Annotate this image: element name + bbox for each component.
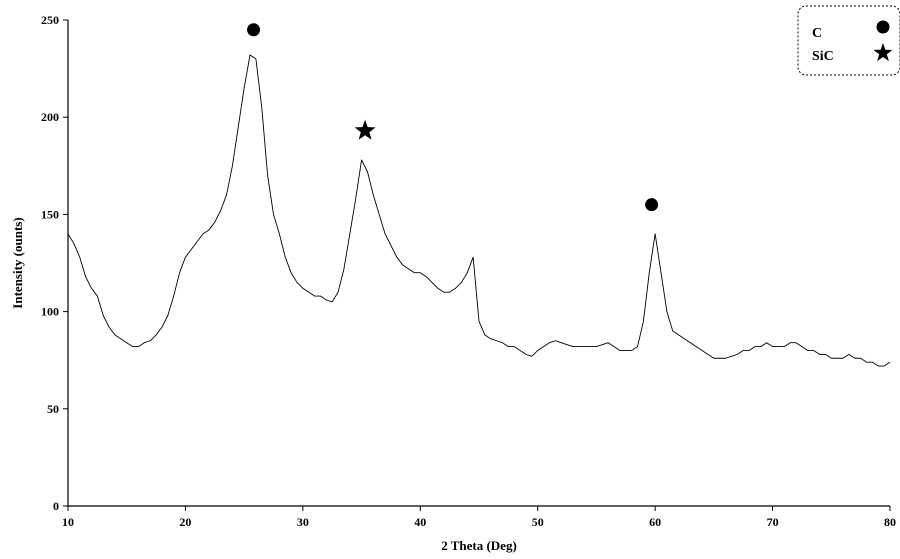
y-tick-label: 150 <box>41 207 59 221</box>
peak-c-circle-icon <box>645 198 659 212</box>
x-ticks: 10 20 30 40 50 60 70 80 <box>62 506 896 529</box>
xrd-pattern-line <box>67 54 891 367</box>
legend-label-c: C <box>812 26 822 41</box>
x-tick-label: 80 <box>884 515 896 529</box>
x-tick-label: 20 <box>179 515 191 529</box>
peak-markers <box>247 23 659 212</box>
x-tick-label: 70 <box>767 515 779 529</box>
legend: C SiC <box>797 5 900 76</box>
legend-label-sic: SiC <box>812 49 834 64</box>
x-axis-title: 2 Theta (Deg) <box>441 538 517 553</box>
legend-box <box>797 5 900 76</box>
x-tick-label: 10 <box>62 515 74 529</box>
y-axis-title: Intensity (ounts) <box>10 217 25 308</box>
x-tick-label: 60 <box>649 515 661 529</box>
legend-circle-icon <box>876 20 890 34</box>
y-tick-label: 0 <box>53 499 59 513</box>
peak-c-circle-icon <box>247 23 261 37</box>
y-ticks: 0 50 100 150 200 250 <box>41 13 68 513</box>
axes <box>67 20 890 507</box>
x-tick-label: 30 <box>297 515 309 529</box>
legend-star-icon <box>873 43 893 62</box>
y-tick-label: 250 <box>41 13 59 27</box>
y-tick-label: 100 <box>41 305 59 319</box>
series-layer <box>67 54 891 367</box>
x-tick-label: 50 <box>532 515 544 529</box>
x-tick-label: 40 <box>414 515 426 529</box>
y-tick-label: 200 <box>41 110 59 124</box>
y-tick-label: 50 <box>47 402 59 416</box>
peak-sic-star-icon <box>354 119 376 140</box>
